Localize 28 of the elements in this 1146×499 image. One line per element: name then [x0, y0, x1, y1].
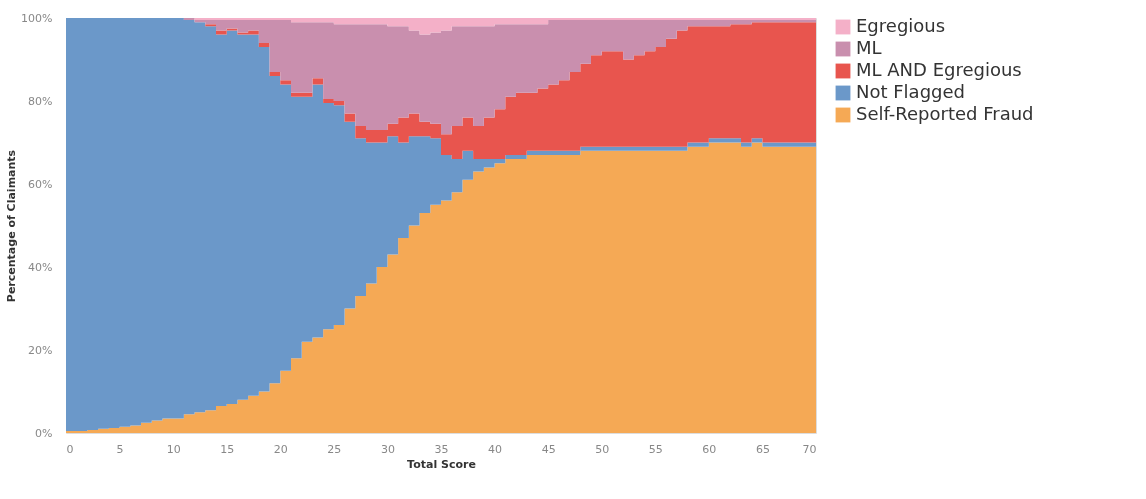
- x-tick-label: 30: [380, 442, 395, 456]
- legend-label: Not Flagged: [856, 81, 965, 102]
- y-tick-label: 20%: [28, 343, 53, 357]
- x-tick-label: 70: [802, 442, 817, 456]
- x-tick-label: 20: [273, 442, 288, 456]
- x-tick-label: 55: [648, 442, 663, 456]
- legend-label: Self-Reported Fraud: [856, 103, 1034, 124]
- x-tick-label: 40: [488, 442, 503, 456]
- legend-label: Egregious: [856, 15, 946, 36]
- x-tick-label: 35: [434, 442, 449, 456]
- y-tick-label: 0%: [35, 426, 53, 440]
- y-tick-label: 80%: [28, 94, 53, 108]
- x-tick-label: 0: [66, 442, 74, 456]
- x-axis-title: Total Score: [407, 457, 476, 471]
- y-axis-title: Percentage of Claimants: [5, 149, 19, 303]
- y-tick-label: 60%: [28, 177, 53, 191]
- x-tick-label: 60: [702, 442, 717, 456]
- x-tick-label: 45: [541, 442, 556, 456]
- x-tick-label: 50: [595, 442, 610, 456]
- x-tick-label: 15: [220, 442, 235, 456]
- y-tick-label: 40%: [28, 260, 53, 274]
- legend-label: ML AND Egregious: [856, 59, 1022, 80]
- x-tick-label: 10: [166, 442, 181, 456]
- x-tick-label: 25: [327, 442, 342, 456]
- x-tick-label: 65: [755, 442, 770, 456]
- y-tick-label: 100%: [21, 11, 53, 25]
- legend-label: ML: [856, 37, 882, 58]
- x-tick-label: 5: [116, 442, 124, 456]
